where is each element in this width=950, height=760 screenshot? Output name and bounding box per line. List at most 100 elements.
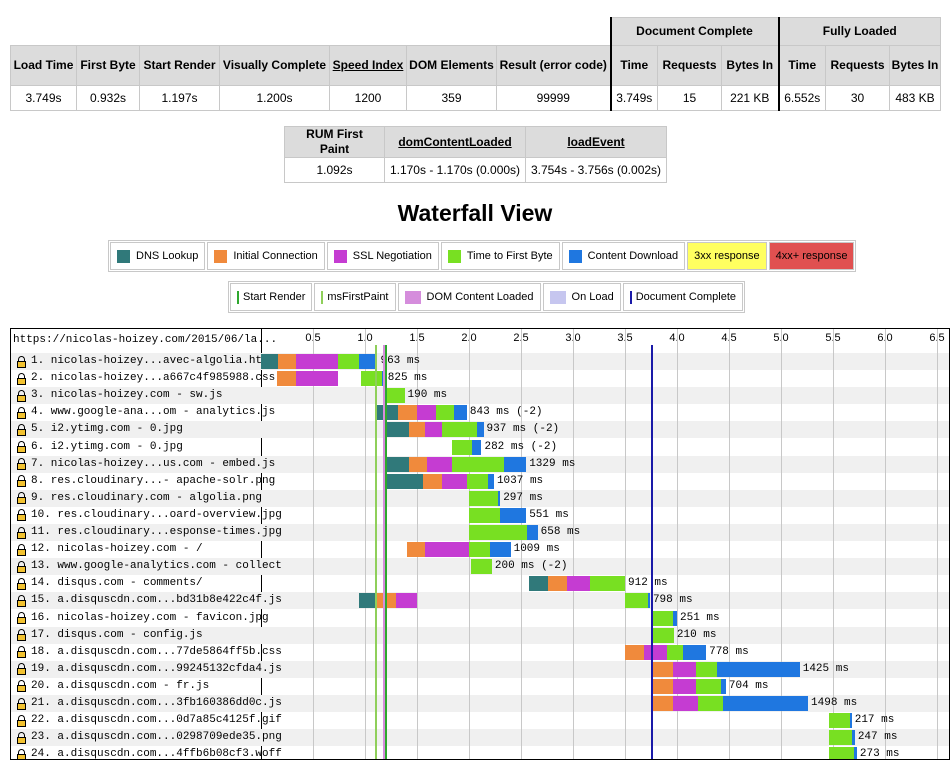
request-url: 5. i2.ytimg.com - 0.jpg — [31, 423, 183, 436]
lock-icon — [17, 577, 26, 590]
bar-segment-ssl — [643, 644, 667, 660]
request-label[interactable]: 13. www.google-analytics.com - collect — [17, 558, 282, 575]
legend-swatch — [214, 249, 228, 263]
legend-swatch — [447, 249, 461, 263]
legend-label: DNS Lookup — [136, 250, 199, 262]
request-label[interactable]: 18. a.disquscdn.com...77de5864ff5b.css — [17, 644, 282, 661]
bar-segment-dl — [851, 730, 855, 746]
legend-item-3: Time to First Byte — [440, 242, 560, 270]
event-legend-label: Start Render — [243, 291, 306, 303]
bar-segment-dl — [720, 678, 726, 694]
lock-icon — [17, 526, 26, 539]
request-duration: 200 ms (-2) — [494, 560, 568, 573]
request-duration: 658 ms — [540, 526, 581, 538]
request-label[interactable]: 12. nicolas-hoizey.com - / — [17, 541, 203, 558]
request-label[interactable]: 11. res.cloudinary...esponse-times.jpg — [17, 524, 282, 541]
event-legend-item-1: msFirstPaint — [314, 283, 396, 311]
lock-icon — [17, 714, 26, 727]
request-label[interactable]: 10. res.cloudinary...oard-overview.jpg — [17, 507, 282, 524]
lock-icon — [17, 594, 26, 607]
waterfall-title: Waterfall View — [397, 200, 553, 226]
bar-segment-dns — [385, 473, 424, 489]
event-legend: Start Render msFirstPaint DOM Content Load… — [228, 281, 745, 313]
request-label[interactable]: 15. a.disquscdn.com...bd31b8e422c4f.js — [17, 592, 282, 609]
value-start-render: 1.197s — [139, 85, 220, 111]
bar-segment-ssl — [417, 405, 436, 421]
bar-segment-ttfb — [384, 388, 405, 404]
header-full-requests: Requests — [825, 45, 890, 86]
request-label[interactable]: 8. res.cloudinary...- apache-solr.png — [17, 473, 275, 490]
header-load-event-link[interactable]: loadEvent — [525, 126, 667, 158]
request-url: 10. res.cloudinary...oard-overview.jpg — [31, 508, 282, 521]
request-url: 24. a.disquscdn.com...4ffb6b08cf3.woff — [31, 748, 282, 760]
bar-segment-ttfb — [435, 405, 455, 421]
request-label[interactable]: 9. res.cloudinary.com - algolia.png — [17, 490, 262, 507]
value-full-requests: 30 — [825, 85, 890, 111]
bar-segment-ssl — [672, 661, 696, 677]
waterfall-chart: https://nicolas-hoizey.com/2015/06/la...… — [10, 328, 950, 760]
gridline — [521, 329, 522, 759]
request-label[interactable]: 1. nicolas-hoizey...avec-algolia.html — [17, 353, 275, 370]
header-dom-content-loaded-link[interactable]: domContentLoaded — [384, 126, 526, 158]
bar-segment-ttfb — [697, 696, 723, 711]
value-visually-complete: 1.200s — [219, 85, 330, 111]
bar-segment-ttfb — [828, 730, 852, 746]
lock-icon — [17, 509, 26, 522]
legend-label: 4xx+ response — [775, 250, 848, 262]
lock-icon — [17, 697, 26, 710]
request-label[interactable]: 14. disqus.com - comments/ — [17, 575, 203, 592]
request-label[interactable]: 4. www.google-ana...om - analytics.js — [17, 404, 275, 421]
request-label[interactable]: 16. nicolas-hoizey.com - favicon.jpg — [17, 610, 269, 627]
lock-icon — [17, 646, 26, 659]
request-label[interactable]: 23. a.disquscdn.com...0298709ede35.png — [17, 729, 282, 746]
bar-segment-conn — [398, 405, 417, 421]
value-dom-elements: 359 — [406, 85, 497, 111]
header-doc-time: Time — [609, 45, 658, 86]
waterfall-row[interactable] — [11, 729, 949, 747]
request-url: 2. nicolas-hoizey...a667c4f985988.css — [31, 372, 276, 385]
request-duration: 825 ms — [387, 372, 428, 385]
request-label[interactable]: 21. a.disquscdn.com...3fb160386dd0c.js — [17, 695, 282, 712]
request-duration: 963 ms — [380, 355, 421, 367]
header-doc-bytes-in: Bytes In — [721, 45, 779, 86]
waterfall-row[interactable] — [11, 387, 949, 405]
lock-icon — [17, 629, 26, 642]
request-label[interactable]: 2. nicolas-hoizey...a667c4f985988.css — [17, 370, 275, 387]
request-label[interactable]: 17. disqus.com - config.js — [17, 627, 203, 644]
request-duration: 190 ms — [407, 389, 448, 402]
phase-legend: DNS Lookup Initial Connection SSL Negotiat… — [108, 240, 857, 272]
request-label[interactable]: 20. a.disquscdn.com - fr.js — [17, 678, 209, 695]
bar-segment-ssl — [425, 422, 442, 438]
waterfall-row[interactable] — [11, 592, 949, 610]
request-url: 8. res.cloudinary...- apache-solr.png — [31, 474, 276, 487]
header-load-time: Load Time — [10, 45, 77, 86]
request-label[interactable]: 24. a.disquscdn.com...4ffb6b08cf3.woff — [17, 746, 282, 760]
request-duration: 273 ms — [859, 748, 900, 760]
lock-icon — [17, 475, 26, 488]
bar-segment-conn — [548, 576, 567, 592]
request-url: 21. a.disquscdn.com...3fb160386dd0c.js — [31, 697, 282, 709]
bar-segment-ttfb — [652, 610, 673, 626]
header-doc-requests: Requests — [657, 45, 722, 86]
bar-segment-ttfb — [360, 371, 382, 387]
bar-segment-dl — [358, 354, 378, 369]
request-url: 19. a.disquscdn.com...99245132cfda4.js — [31, 662, 282, 675]
request-label[interactable]: 5. i2.ytimg.com - 0.jpg — [17, 421, 183, 438]
request-label[interactable]: 3. nicolas-hoizey.com - sw.js — [17, 387, 222, 404]
bar-segment-ssl — [296, 354, 338, 369]
request-duration: 247 ms — [857, 731, 898, 744]
request-duration: 843 ms (-2) — [469, 406, 543, 419]
request-label[interactable]: 19. a.disquscdn.com...99245132cfda4.js — [17, 661, 282, 678]
rum-table: RUM First Paint domContentLoaded loadEve… — [284, 126, 667, 183]
bar-segment-conn — [652, 678, 673, 694]
request-duration: 551 ms — [529, 508, 569, 521]
request-label[interactable]: 22. a.disquscdn.com...0d7a85c4125f.gif — [17, 712, 282, 729]
bar-segment-ssl — [425, 542, 469, 558]
header-speed-index-link[interactable]: Speed Index — [329, 45, 407, 86]
waterfall-row[interactable] — [11, 353, 949, 370]
request-label[interactable]: 6. i2.ytimg.com - 0.jpg — [17, 439, 183, 456]
summary-table: Document Complete Fully Loaded Load Time… — [10, 17, 941, 111]
waterfall-row[interactable] — [11, 626, 949, 644]
bar-segment-dl — [500, 507, 527, 523]
request-label[interactable]: 7. nicolas-hoizey...us.com - embed.js — [17, 456, 275, 473]
